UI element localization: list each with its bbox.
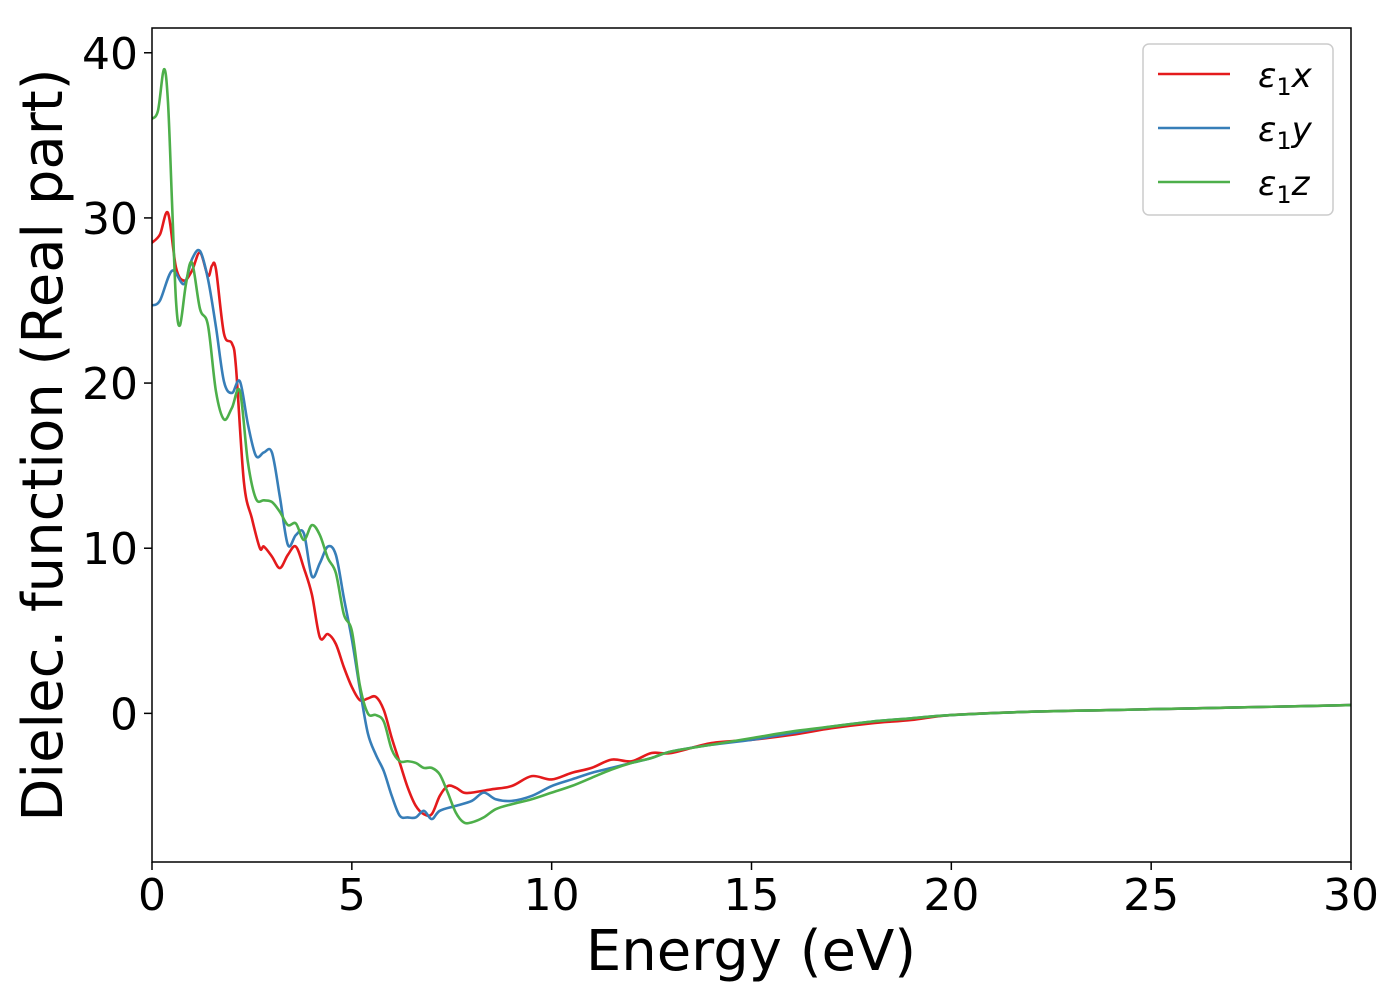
- legend-label-x: ε1x: [1258, 56, 1313, 101]
- series-line-z: [152, 67, 1351, 825]
- x-axis-ticks: 0 5 10 15 20 25 30: [138, 862, 1379, 921]
- y-tick-label: 20: [82, 359, 138, 410]
- x-axis-label: Energy (eV): [586, 919, 916, 984]
- x-tick-label: 10: [524, 870, 580, 921]
- x-tick-label: 25: [1123, 870, 1179, 921]
- legend-label-z: ε1z: [1258, 164, 1311, 209]
- series-line-y: [152, 248, 1351, 821]
- x-tick-label: 30: [1323, 870, 1379, 921]
- y-tick-label: 0: [110, 689, 138, 740]
- series-layer: [152, 67, 1351, 825]
- x-tick-label: 5: [338, 870, 366, 921]
- legend-label-y: ε1y: [1258, 110, 1313, 155]
- y-axis-ticks: 0 10 20 30 40: [82, 29, 152, 740]
- legend: ε1x ε1y ε1z: [1142, 43, 1334, 216]
- x-tick-label: 15: [724, 870, 780, 921]
- y-tick-label: 30: [82, 194, 138, 245]
- x-tick-label: 0: [138, 870, 166, 921]
- y-axis-label: Dielec. function (Real part): [11, 68, 76, 821]
- series-line-x: [152, 210, 1351, 818]
- legend-box: [1142, 43, 1334, 216]
- y-tick-label: 40: [82, 29, 138, 80]
- y-tick-label: 10: [82, 524, 138, 575]
- x-tick-label: 20: [923, 870, 979, 921]
